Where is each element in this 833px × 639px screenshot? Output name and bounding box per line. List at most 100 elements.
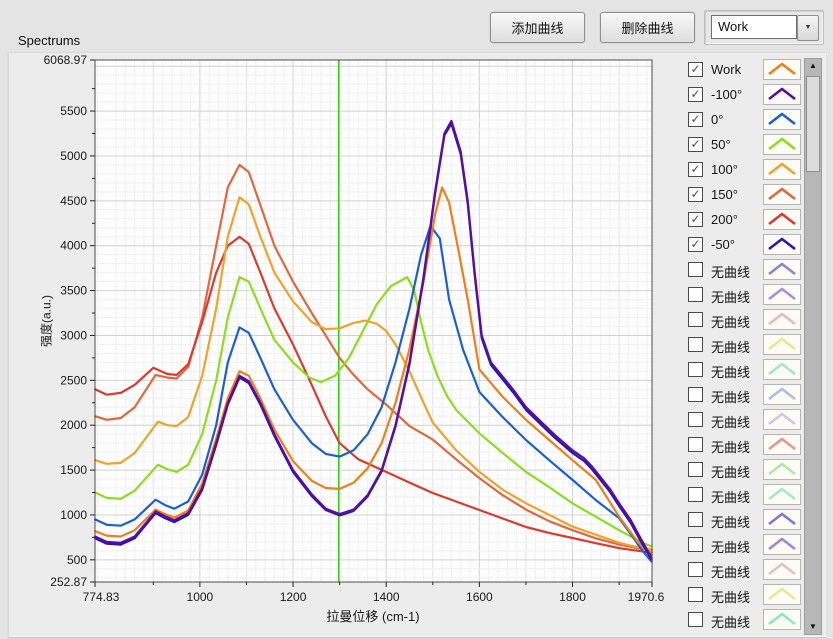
legend-style-button[interactable] [763,434,801,455]
y-tick-label: 1500 [60,463,87,477]
legend-label: 无曲线 [711,562,750,581]
y-tick-label: 6068.97 [44,53,88,67]
legend-item: 无曲线 [684,258,824,283]
add-curve-button[interactable]: 添加曲线 [490,12,585,43]
legend-checkbox[interactable]: ✓ [688,137,703,152]
chevron-line-icon [764,185,800,204]
legend-checkbox[interactable] [688,287,703,302]
legend-checkbox[interactable]: ✓ [688,112,703,127]
legend-style-button[interactable] [763,459,801,480]
page-title: Spectrums [18,33,80,48]
x-tick-label: 1400 [373,590,400,604]
legend-style-button[interactable] [763,584,801,605]
legend-style-button[interactable] [763,609,801,630]
legend-checkbox[interactable]: ✓ [688,187,703,202]
legend-checkbox[interactable] [688,487,703,502]
legend-checkbox[interactable] [688,437,703,452]
legend-checkbox[interactable]: ✓ [688,212,703,227]
legend-item: 无曲线 [684,558,824,583]
y-tick-label: 5000 [60,149,87,163]
legend-item: ✓ 50° [684,133,824,158]
y-tick-label: 3000 [60,328,87,342]
x-axis-title: 拉曼位移 (cm-1) [326,606,419,625]
legend-checkbox[interactable] [688,612,703,627]
y-tick-label: 252.87 [50,575,87,589]
legend-style-button[interactable] [763,484,801,505]
legend-style-button[interactable] [763,184,801,205]
scroll-up-icon[interactable]: ▲ [805,59,821,73]
legend-style-button[interactable] [763,284,801,305]
legend-checkbox[interactable] [688,412,703,427]
curve-selector-value[interactable]: Work [711,15,797,39]
legend-label: 无曲线 [711,312,750,331]
legend-checkbox[interactable]: ✓ [688,62,703,77]
legend-checkbox[interactable] [688,262,703,277]
chevron-line-icon [764,585,800,604]
legend-item: 无曲线 [684,383,824,408]
legend-style-button[interactable] [763,309,801,330]
legend-item: 无曲线 [684,583,824,608]
x-tick-label: 1800 [559,590,586,604]
x-tick-label: 1200 [280,590,307,604]
chevron-line-icon [764,385,800,404]
legend-label: 无曲线 [711,287,750,306]
legend-checkbox[interactable]: ✓ [688,162,703,177]
legend-style-button[interactable] [763,234,801,255]
legend-label: 无曲线 [711,337,750,356]
chevron-line-icon [764,160,800,179]
legend-checkbox[interactable] [688,512,703,527]
legend-style-button[interactable] [763,159,801,180]
y-tick-label: 1000 [60,508,87,522]
legend-item: 无曲线 [684,308,824,333]
legend-style-button[interactable] [763,534,801,555]
legend-style-button[interactable] [763,259,801,280]
legend-style-button[interactable] [763,84,801,105]
legend-item: 无曲线 [684,483,824,508]
legend-item: 无曲线 [684,283,824,308]
legend-checkbox[interactable] [688,462,703,477]
legend-checkbox[interactable] [688,312,703,327]
legend-label: 无曲线 [711,487,750,506]
scroll-down-icon[interactable]: ▼ [805,620,821,634]
chevron-line-icon [764,535,800,554]
legend-item: 无曲线 [684,508,824,533]
delete-curve-button[interactable]: 删除曲线 [600,12,695,43]
chevron-line-icon [764,110,800,129]
legend-item: ✓ Work [684,58,824,83]
legend-checkbox[interactable]: ✓ [688,237,703,252]
legend-style-button[interactable] [763,334,801,355]
chevron-line-icon [764,210,800,229]
y-tick-label: 500 [67,553,87,567]
legend-checkbox[interactable]: ✓ [688,87,703,102]
legend-label: Work [711,62,741,77]
legend-checkbox[interactable] [688,387,703,402]
y-tick-label: 3500 [60,284,87,298]
legend-label: 无曲线 [711,612,750,631]
chevron-line-icon [764,510,800,529]
legend-style-button[interactable] [763,209,801,230]
legend-checkbox[interactable] [688,537,703,552]
legend-checkbox[interactable] [688,362,703,377]
legend-checkbox[interactable] [688,562,703,577]
legend-checkbox[interactable] [688,337,703,352]
legend-style-button[interactable] [763,384,801,405]
legend-style-button[interactable] [763,59,801,80]
legend-checkbox[interactable] [688,587,703,602]
legend-scrollbar[interactable]: ▲ ▼ [804,58,822,635]
y-tick-label: 4000 [60,239,87,253]
legend-style-button[interactable] [763,559,801,580]
chevron-line-icon [764,135,800,154]
chevron-line-icon [764,285,800,304]
legend-label: 50° [711,137,731,152]
legend-style-button[interactable] [763,409,801,430]
legend-item: 无曲线 [684,333,824,358]
legend-style-button[interactable] [763,134,801,155]
legend-style-button[interactable] [763,509,801,530]
legend-style-button[interactable] [763,359,801,380]
dropdown-button[interactable]: ▼ [797,15,819,41]
scrollbar-thumb[interactable] [806,76,820,172]
legend-label: 100° [711,162,738,177]
app-window: Spectrums 添加曲线 删除曲线 Work ▼ 774.831000120… [0,0,833,639]
legend-style-button[interactable] [763,109,801,130]
legend-label: -100° [711,87,742,102]
